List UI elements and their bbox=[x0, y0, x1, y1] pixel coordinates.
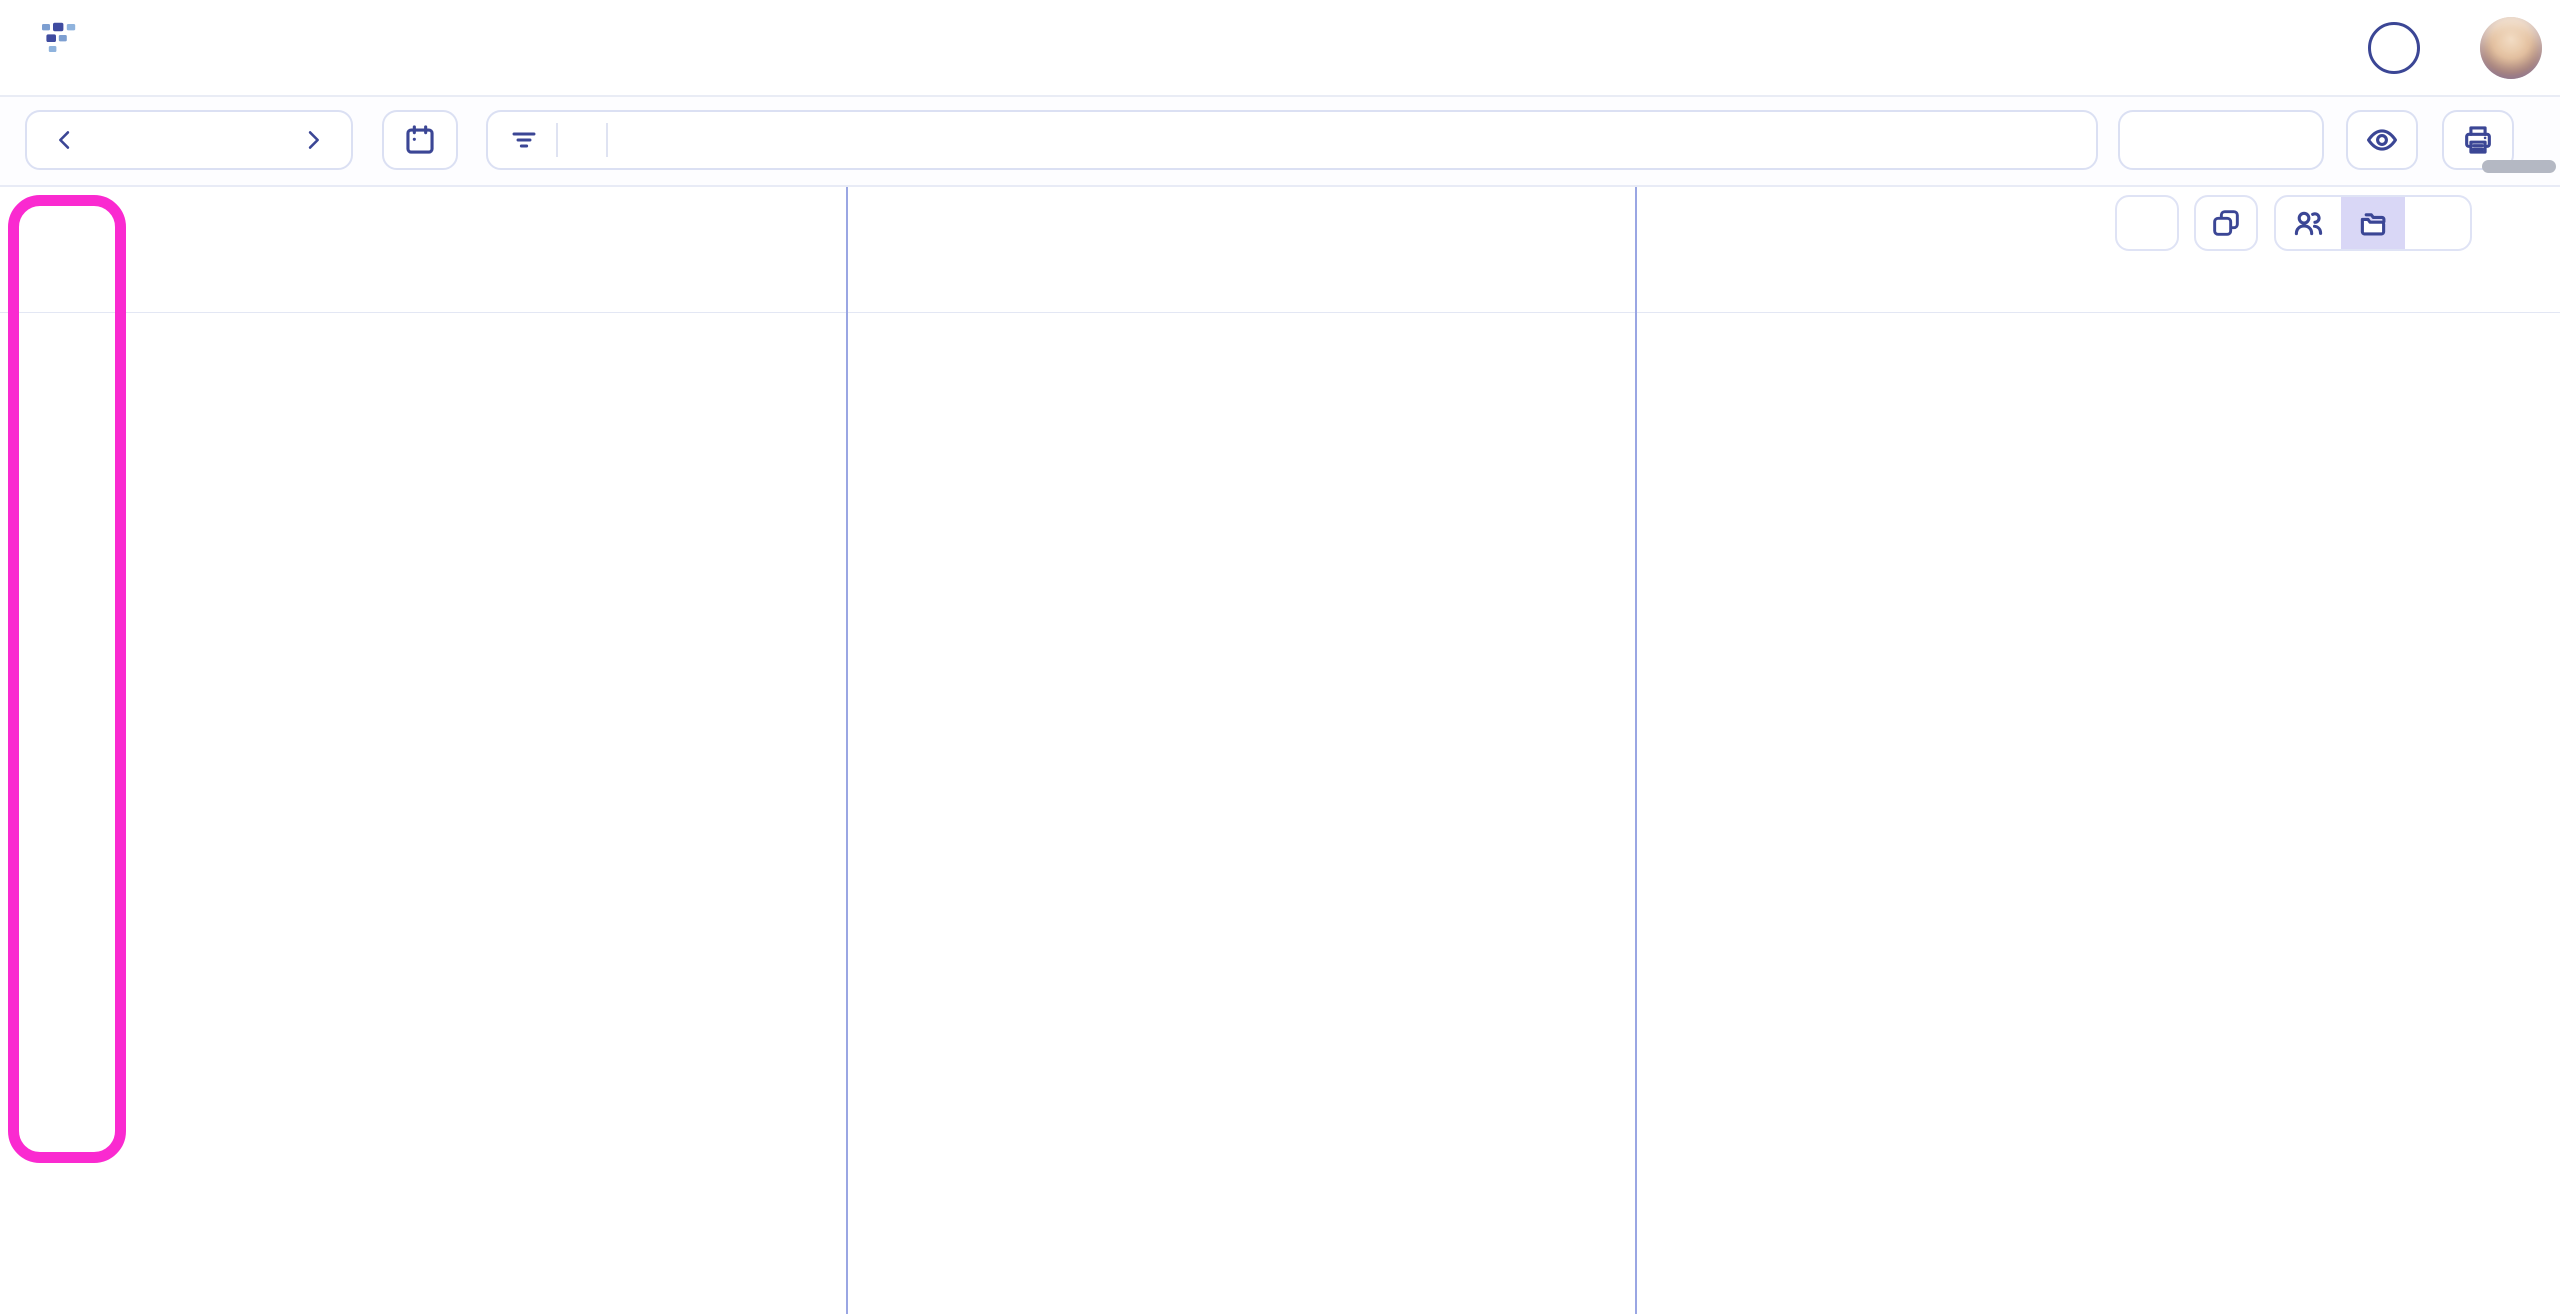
undo-button[interactable] bbox=[2115, 195, 2179, 251]
divider bbox=[606, 123, 608, 157]
visibility-button[interactable] bbox=[2346, 110, 2418, 170]
infinite-view-button[interactable] bbox=[2405, 197, 2470, 249]
users-view-button[interactable] bbox=[2276, 197, 2341, 249]
toolbar bbox=[0, 95, 2560, 185]
eye-icon bbox=[2366, 129, 2398, 151]
filter-input[interactable] bbox=[624, 122, 2076, 158]
month-header-row bbox=[0, 187, 2560, 258]
copy-icon bbox=[2213, 210, 2239, 236]
nav-right bbox=[2368, 0, 2542, 95]
logo-pixel-icon bbox=[42, 22, 76, 52]
schedule-rows bbox=[0, 312, 2560, 1314]
month-separator bbox=[1635, 187, 1637, 1314]
divider bbox=[556, 123, 558, 157]
help-button[interactable] bbox=[2368, 21, 2420, 74]
date-navigator bbox=[25, 110, 353, 170]
filter-bar[interactable] bbox=[486, 110, 2098, 170]
avatar[interactable] bbox=[2480, 16, 2542, 79]
top-nav-bar bbox=[0, 0, 2560, 97]
view-mode-switcher bbox=[2274, 195, 2472, 251]
copy-button[interactable] bbox=[2194, 195, 2258, 251]
planning-board bbox=[0, 185, 2560, 1314]
day-header-row bbox=[0, 257, 2560, 313]
filter-icon[interactable] bbox=[508, 124, 540, 156]
calendar-icon bbox=[406, 125, 434, 154]
location-button[interactable] bbox=[2118, 110, 2324, 170]
printer-icon bbox=[2465, 126, 2491, 154]
chevron-left-icon[interactable] bbox=[51, 126, 79, 154]
print-button[interactable] bbox=[2442, 110, 2514, 170]
logo[interactable] bbox=[30, 12, 86, 60]
folder-icon bbox=[2360, 213, 2386, 236]
calendar-button[interactable] bbox=[382, 110, 458, 170]
horizontal-scrollbar[interactable] bbox=[2482, 160, 2556, 173]
chevron-right-icon[interactable] bbox=[299, 126, 327, 154]
projects-view-button[interactable] bbox=[2340, 197, 2406, 249]
month-separator bbox=[846, 187, 848, 1314]
users-icon bbox=[2295, 211, 2323, 236]
